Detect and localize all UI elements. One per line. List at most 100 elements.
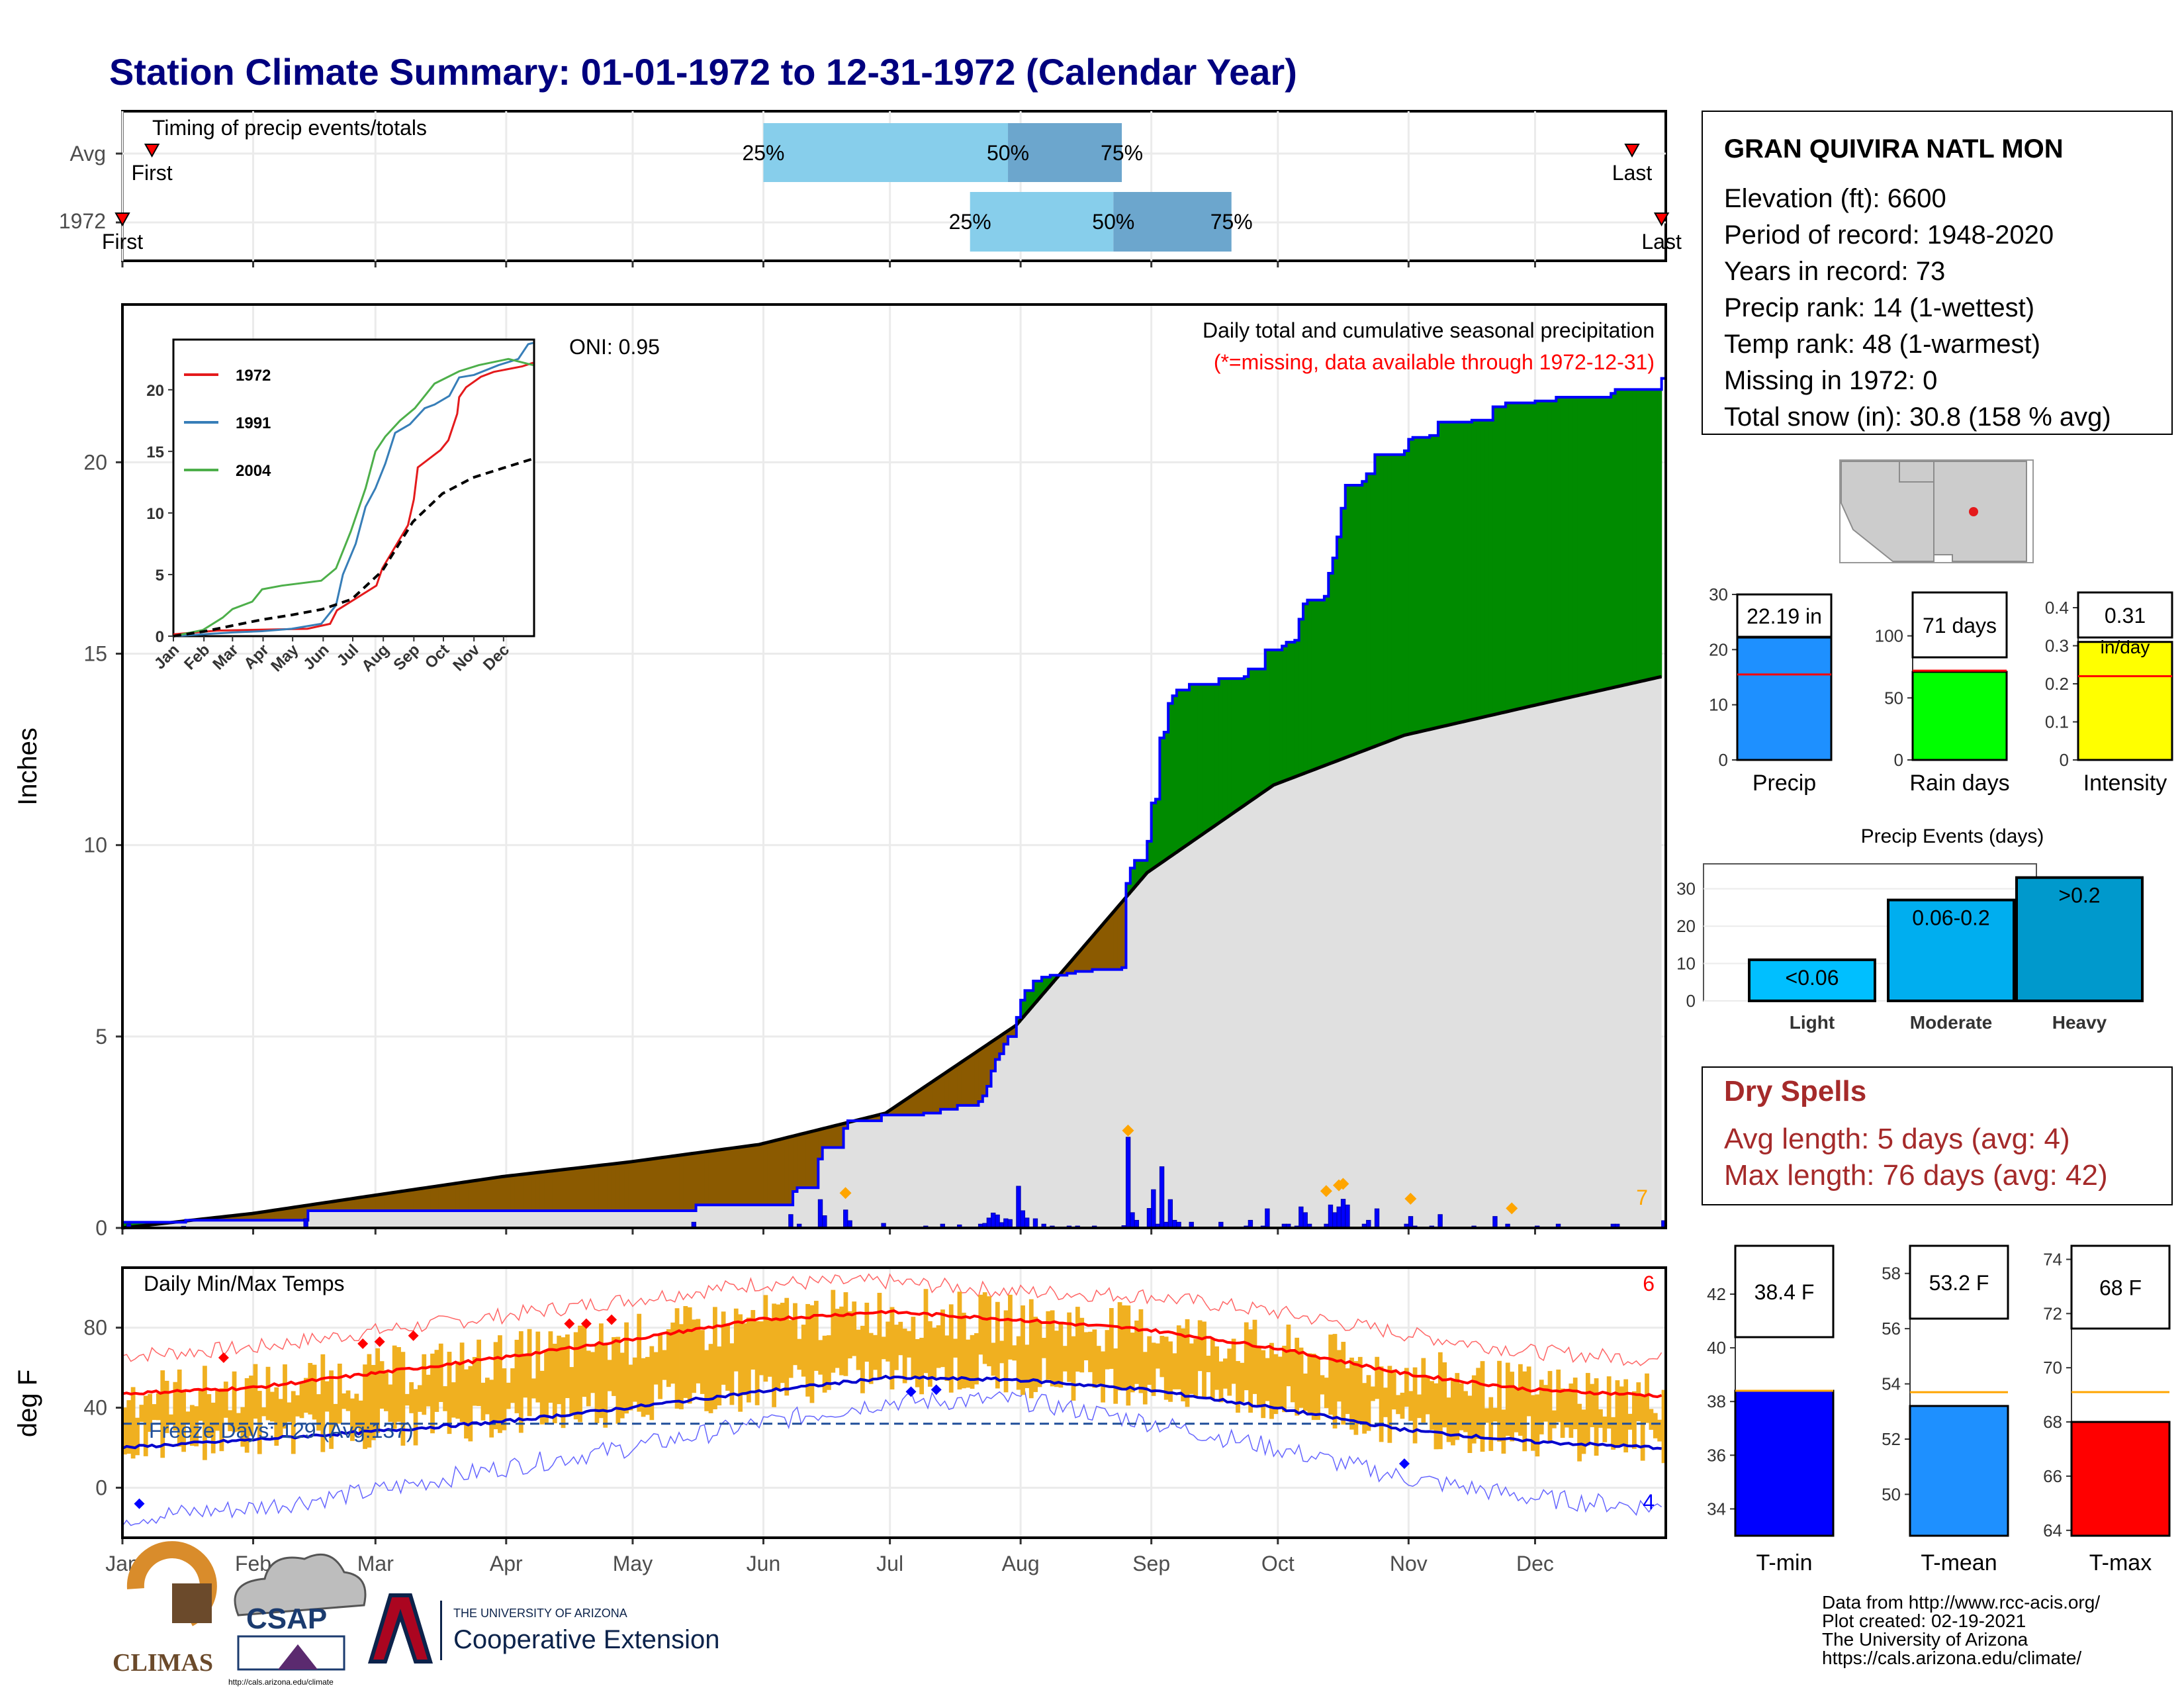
below-average-fill: [451, 1184, 456, 1211]
below-average-fill: [615, 1163, 621, 1211]
daily-temp-bar: [679, 1324, 684, 1409]
below-average-fill: [316, 1203, 322, 1211]
daily-precip-bar: [1130, 1212, 1135, 1229]
above-average-fill: [1138, 860, 1144, 880]
below-average-fill: [1109, 914, 1114, 970]
daily-temp-bar: [666, 1329, 671, 1387]
daily-temp-bar: [1117, 1302, 1122, 1391]
cumulative-precip-1972-line: [122, 377, 1666, 1224]
daily-temp-bar: [1214, 1346, 1220, 1390]
below-average-fill: [902, 1100, 907, 1115]
below-average-fill: [253, 1213, 258, 1221]
below-average-fill: [679, 1154, 684, 1211]
daily-temp-bar: [1227, 1348, 1232, 1396]
daily-temp-bar: [961, 1313, 966, 1389]
daily-temp-bar: [936, 1325, 941, 1368]
above-average-fill: [1214, 684, 1220, 825]
daily-temp-bar: [1067, 1312, 1072, 1382]
summary-y-tick-label: 52: [1882, 1429, 1901, 1449]
daily-temp-bar: [198, 1389, 203, 1421]
daily-temp-bar: [236, 1413, 241, 1432]
above-average-fill: [1370, 473, 1375, 747]
summary-y-tick-label: 36: [1707, 1445, 1726, 1465]
below-average-fill: [999, 1035, 1005, 1054]
daily-temp-bar: [1657, 1419, 1662, 1442]
summary-bar-label: T-mean: [1921, 1550, 1997, 1575]
daily-temp-bar: [1370, 1386, 1375, 1401]
summary-y-tick-label: 34: [1707, 1499, 1726, 1519]
daily-temp-bar: [1602, 1416, 1608, 1442]
timing-last-marker: [1653, 212, 1670, 227]
below-average-fill: [911, 1094, 916, 1115]
timing-bar-q2: [1113, 192, 1232, 252]
below-average-fill: [653, 1158, 659, 1211]
hot-extreme-marker: [218, 1352, 229, 1363]
below-average-fill: [793, 1135, 798, 1192]
daily-temp-bar: [350, 1398, 355, 1441]
summary-bar-label: Rain days: [1909, 771, 2009, 796]
daily-temp-bar: [1316, 1356, 1320, 1421]
below-average-fill: [308, 1205, 313, 1211]
above-average-fill: [1425, 437, 1430, 730]
above-average-fill: [1404, 450, 1409, 735]
below-average-fill: [696, 1152, 701, 1205]
daily-temp-bar: [1138, 1309, 1144, 1393]
daily-temp-bar: [299, 1383, 304, 1419]
below-average-fill: [510, 1175, 516, 1211]
daily-temp-bar: [426, 1374, 431, 1407]
daily-temp-bar: [320, 1354, 326, 1452]
daily-temp-bar: [641, 1358, 646, 1417]
daily-temp-bar: [911, 1317, 916, 1379]
daily-temp-bar: [1168, 1341, 1173, 1402]
below-average-fill: [1122, 900, 1127, 968]
daily-precip-bar: [1298, 1206, 1304, 1229]
above-average-fill: [1585, 397, 1590, 694]
daily-temp-bar: [598, 1323, 604, 1419]
daily-temp-bar: [1054, 1331, 1059, 1387]
below-average-fill: [1003, 1032, 1009, 1045]
timing-pct-label: 75%: [1210, 210, 1253, 234]
above-average-fill: [1042, 977, 1046, 994]
summary-y-tick-label: 20: [1709, 639, 1728, 659]
above-average-fill: [1463, 422, 1469, 722]
daily-temp-bar: [1577, 1403, 1582, 1462]
daily-temp-bar: [531, 1378, 536, 1399]
summary-value-box: [2077, 591, 2173, 639]
above-average-fill: [1556, 397, 1561, 700]
daily-temp-bar: [135, 1417, 140, 1456]
extreme-precip-marker: [1506, 1202, 1518, 1215]
daily-temp-bar: [274, 1387, 279, 1446]
above-average-fill: [1273, 649, 1279, 784]
above-average-fill: [1514, 402, 1519, 710]
daily-temp-bar: [1046, 1311, 1051, 1380]
daily-temp-bar: [767, 1320, 772, 1377]
daily-temp-bar: [1142, 1352, 1148, 1405]
daily-temp-bar: [1295, 1337, 1300, 1416]
daily-temp-bar: [1248, 1329, 1253, 1413]
below-average-fill: [438, 1186, 443, 1211]
below-average-fill: [801, 1133, 806, 1188]
below-average-fill: [354, 1197, 359, 1211]
below-average-fill: [1008, 1029, 1013, 1037]
above-average-fill: [1298, 619, 1304, 775]
precip-panel-subtitle: (*=missing, data available through 1972-…: [1214, 350, 1655, 374]
daily-temp-bar: [1181, 1328, 1186, 1401]
daily-precip-bar: [1167, 1199, 1173, 1229]
daily-temp-bar: [160, 1370, 165, 1458]
below-average-fill: [426, 1187, 431, 1211]
daily-temp-bar: [1379, 1366, 1384, 1442]
below-average-fill: [1012, 1026, 1017, 1037]
summary-y-tick-label: 100: [1875, 626, 1903, 646]
daily-temp-bar: [434, 1350, 439, 1412]
daily-temp-bar: [1497, 1360, 1502, 1442]
daily-temp-bar: [1451, 1380, 1455, 1446]
daily-temp-bar: [1277, 1356, 1283, 1409]
below-average-fill: [742, 1146, 747, 1205]
daily-temp-bar: [1581, 1409, 1586, 1454]
daily-temp-bar: [1551, 1410, 1557, 1429]
above-average-fill: [1277, 649, 1283, 783]
daily-temp-bar: [1514, 1387, 1519, 1432]
above-average-fill: [1037, 980, 1042, 998]
daily-precip-bar: [995, 1214, 1000, 1229]
daily-temp-bar: [1433, 1383, 1439, 1450]
